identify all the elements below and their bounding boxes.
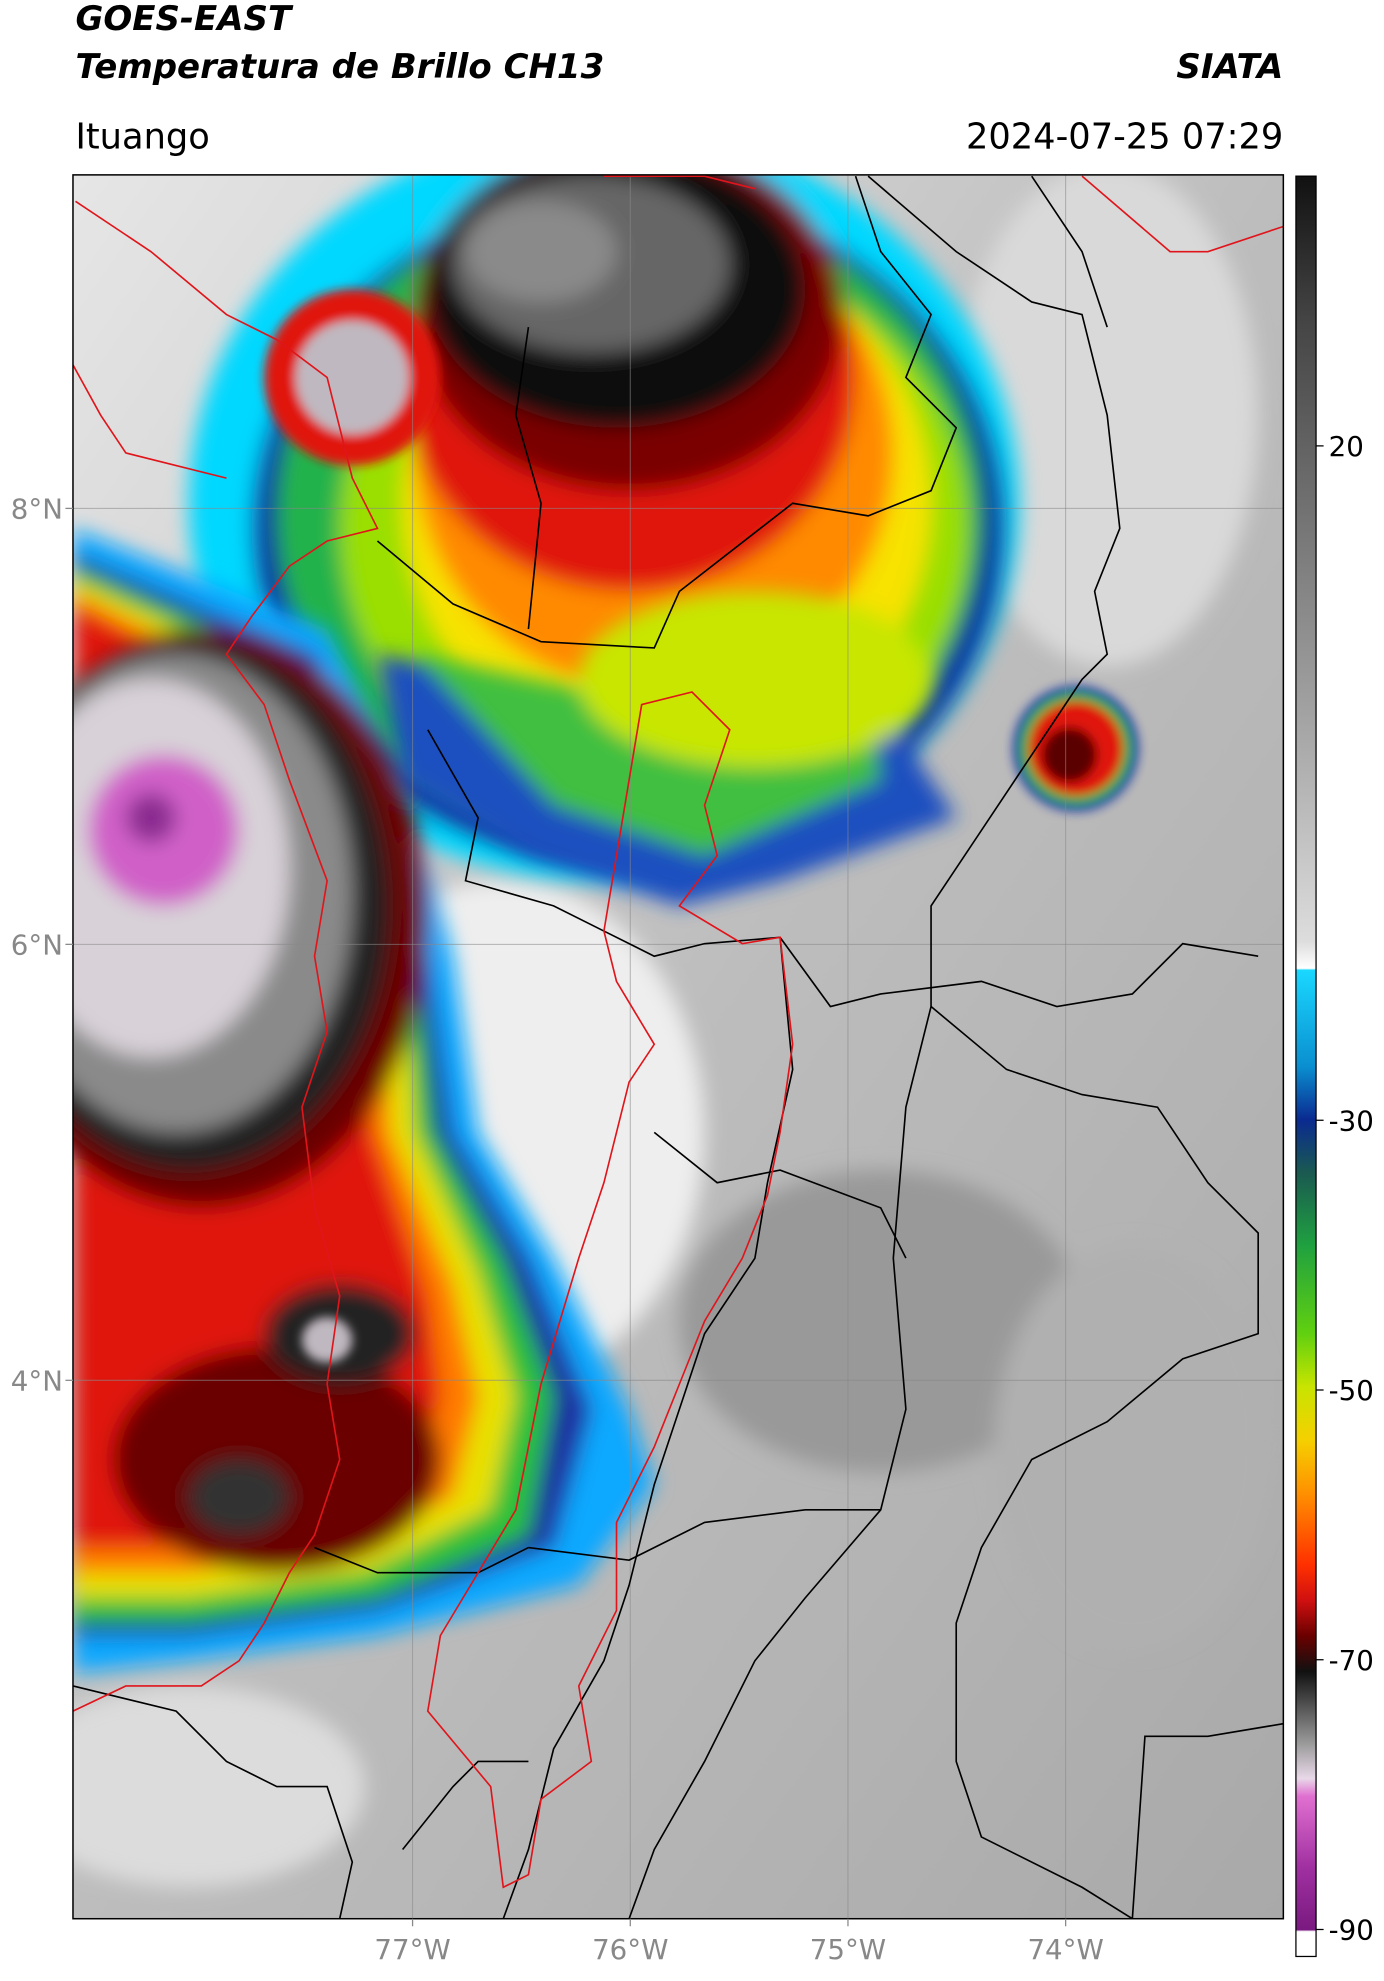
colorbar-tick-label: -50 bbox=[1329, 1374, 1374, 1407]
colorbar-tick-label: -30 bbox=[1329, 1104, 1374, 1137]
x-tick-label: 74°W bbox=[1027, 1933, 1103, 1966]
y-tick-label: 6°N bbox=[11, 928, 63, 961]
colorbar-tick-label: 20 bbox=[1329, 430, 1364, 463]
source: SIATA bbox=[1176, 47, 1283, 87]
subtitle: Temperatura de Brillo CH13 bbox=[75, 47, 604, 87]
title: GOES-EAST bbox=[75, 0, 293, 39]
x-tick-label: 75°W bbox=[810, 1933, 886, 1966]
datetime: 2024-07-25 07:29 bbox=[966, 116, 1283, 157]
colorbar bbox=[1295, 175, 1317, 1958]
map-frame bbox=[72, 174, 1285, 1920]
y-tick-label: 8°N bbox=[11, 492, 63, 525]
satellite-image bbox=[72, 174, 1284, 1919]
x-tick-label: 76°W bbox=[592, 1933, 668, 1966]
colorbar-tick-label: -70 bbox=[1329, 1644, 1374, 1677]
y-tick-label: 4°N bbox=[11, 1364, 63, 1397]
x-tick-label: 77°W bbox=[374, 1933, 450, 1966]
location: Ituango bbox=[75, 116, 209, 157]
colorbar-tick-label: -90 bbox=[1329, 1914, 1374, 1947]
